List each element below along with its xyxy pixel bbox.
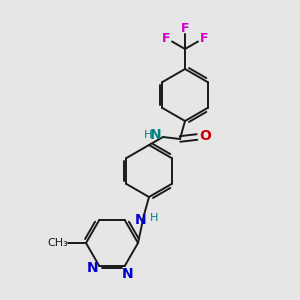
Text: N: N [135,213,147,227]
Text: H: H [144,130,152,140]
Text: H: H [150,213,158,223]
Text: O: O [199,129,211,143]
Text: CH₃: CH₃ [48,238,68,248]
Text: N: N [87,260,99,274]
Text: F: F [181,22,189,34]
Text: F: F [162,32,170,45]
Text: F: F [200,32,208,45]
Text: N: N [122,266,134,280]
Text: N: N [150,128,162,142]
